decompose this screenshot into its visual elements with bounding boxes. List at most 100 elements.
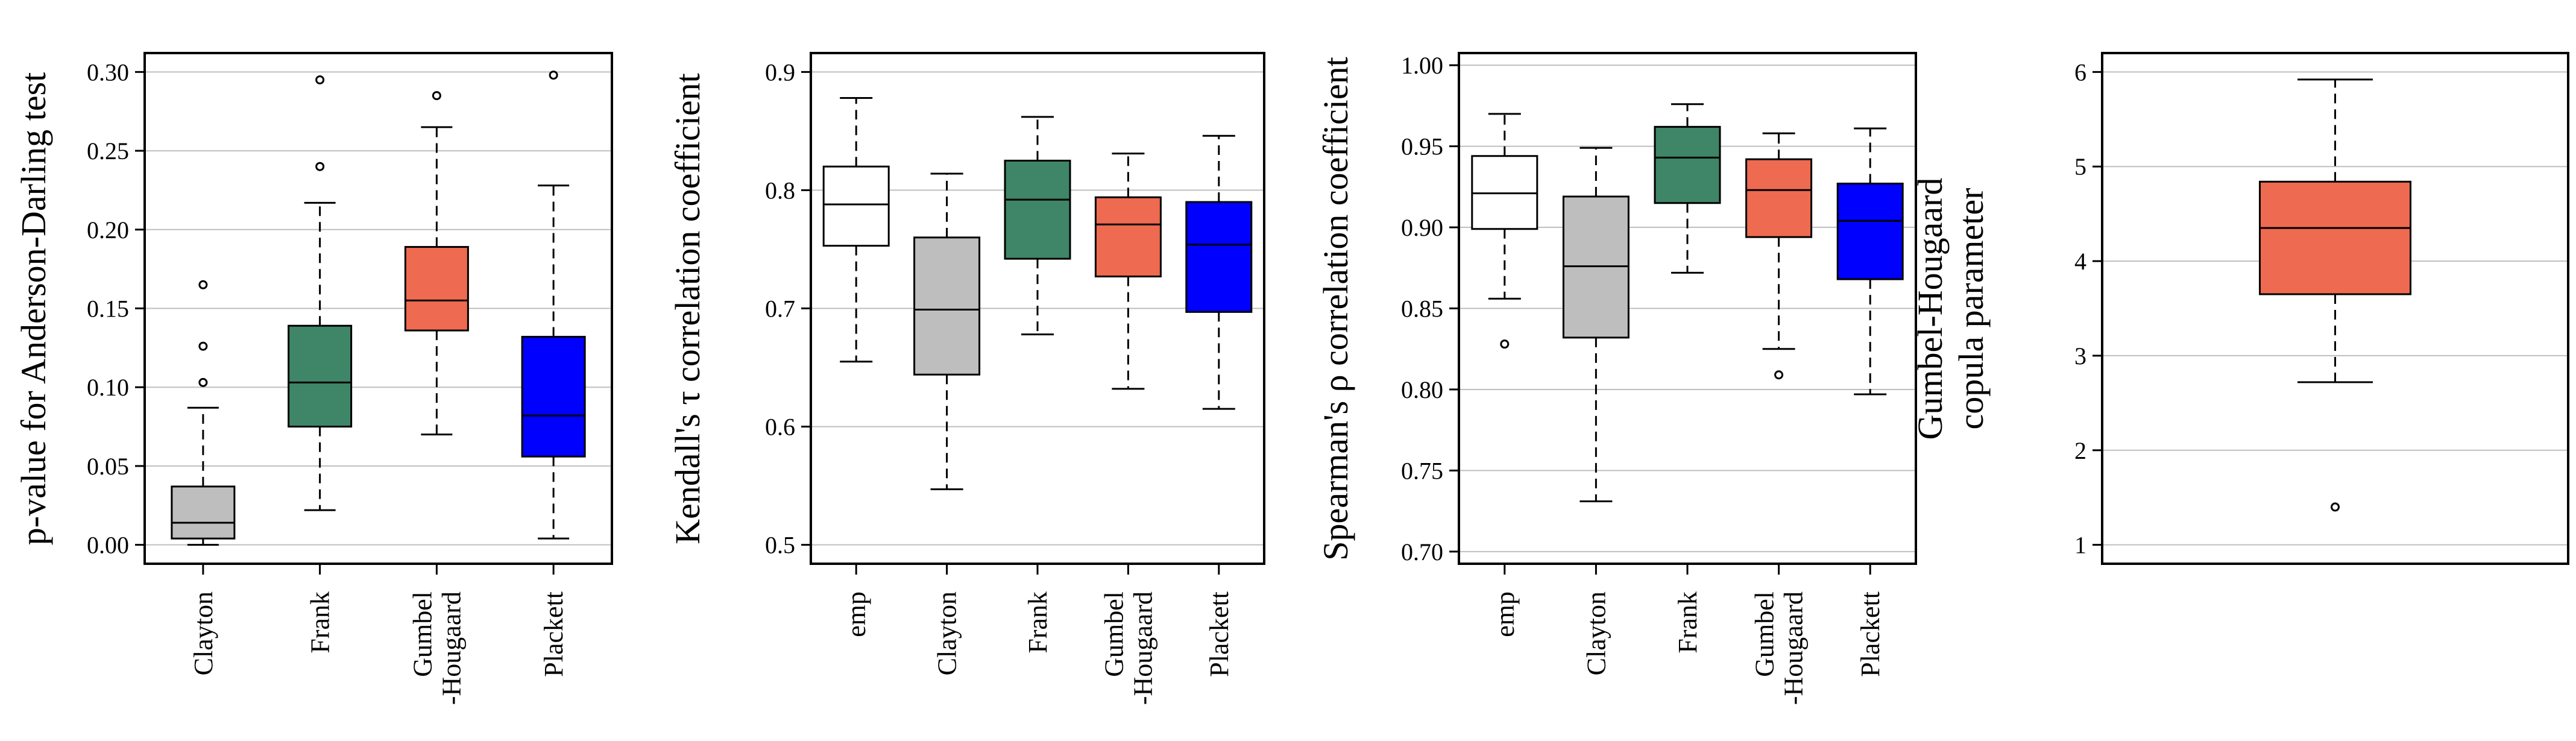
outlier-point — [198, 377, 208, 387]
y-axis-label-line: copula parameter — [1951, 188, 1991, 430]
ytick-label: 0.8 — [765, 177, 795, 204]
outlier-point — [1774, 370, 1784, 380]
xtick-label-gumbel-hougaard: Gumbel-Hougaard — [408, 591, 466, 705]
box-gumbel-hougaard — [1745, 132, 1813, 380]
y-axis-label: Gumbel-Hougaardcopula parameter — [1910, 178, 1991, 440]
box-plackett — [1185, 134, 1253, 410]
xtick-label-clayton: Clayton — [189, 591, 218, 675]
xtick-label-plackett: Plackett — [1856, 591, 1885, 677]
y-axis-label-line: p-value for Anderson-Darling test — [14, 72, 53, 545]
y-axis-label: p-value for Anderson-Darling test — [14, 72, 53, 545]
xtick-label-gumbel-hougaard: Gumbel-Hougaard — [1099, 591, 1157, 705]
xtick-label-line: emp — [842, 591, 871, 637]
ytick-label: 5 — [2074, 153, 2086, 180]
ytick-label: 3 — [2074, 342, 2086, 370]
iqr-box — [1185, 201, 1253, 313]
ytick-label: 0.5 — [765, 532, 795, 559]
plot-frame — [143, 52, 613, 565]
ytick-label: 0.30 — [87, 58, 129, 86]
plot-frame — [1458, 52, 1917, 565]
ytick-label: 0.00 — [87, 532, 129, 559]
xtick-label-frank: Frank — [1023, 591, 1053, 654]
xtick-label-line: Frank — [1023, 591, 1053, 654]
iqr-box — [404, 246, 469, 332]
xtick-label-line: Plackett — [1205, 591, 1234, 677]
ytick-label: 0.10 — [87, 374, 129, 401]
ytick-label: 0.9 — [765, 58, 795, 86]
iqr-box — [1836, 182, 1904, 280]
ytick-label: 4 — [2074, 248, 2086, 275]
xtick-label-line: Clayton — [933, 591, 962, 675]
xtick-label-clayton: Clayton — [933, 591, 962, 675]
iqr-box — [2259, 180, 2411, 295]
xtick-label-line: Frank — [306, 591, 335, 654]
outlier-point — [198, 341, 208, 351]
plot-frame — [2101, 52, 2569, 565]
box-plackett — [521, 71, 586, 540]
y-axis-label: Kendall's τ correlation coefficient — [668, 73, 707, 544]
xtick-label-line: -Hougaard — [1779, 591, 1809, 705]
y-axis-label-line: Spearman's ρ correlation coefficient — [1316, 57, 1355, 560]
panel-kendall-tau: 0.5 0.6 0.7 0.8 0.9 Kendall's τ correlation c… — [668, 52, 1265, 705]
iqr-box — [1094, 196, 1162, 278]
iqr-box — [521, 336, 586, 458]
ytick-label: 0.6 — [765, 414, 795, 441]
box-gumbel-hougaard — [404, 91, 469, 436]
iqr-box — [913, 236, 981, 376]
outlier-point — [315, 162, 325, 171]
xtick-label-line: Plackett — [539, 591, 568, 677]
outlier-point — [549, 71, 558, 80]
panel-gumbel-hougaard-parameter: 1 2 3 4 5 6 Gumbel-Hougaardcopula parameter — [1910, 52, 2569, 565]
xtick-label-line: -Hougaard — [436, 591, 466, 705]
outlier-point — [1500, 339, 1510, 349]
box-frank — [1654, 103, 1721, 274]
y-axis-label-line: Gumbel-Hougaard — [1910, 178, 1950, 440]
iqr-box — [1654, 125, 1721, 204]
ytick-label: 0.95 — [1401, 133, 1443, 160]
xtick-label-plackett: Plackett — [539, 591, 568, 677]
ytick-label: 0.85 — [1401, 295, 1443, 323]
xtick-label-line: Gumbel — [408, 591, 437, 677]
ytick-label: 0.25 — [87, 137, 129, 165]
box-series — [2259, 78, 2411, 512]
panel-anderson-darling-pvalue: 0.00 0.05 0.10 0.15 0.20 0.25 0.30 p-value for … — [14, 52, 613, 705]
iqr-box — [288, 324, 353, 428]
xtick-label-line: Clayton — [189, 591, 218, 675]
xtick-label-line: Plackett — [1856, 591, 1885, 677]
xtick-label-line: Gumbel — [1099, 591, 1129, 677]
outlier-point — [198, 280, 208, 289]
iqr-box — [1004, 159, 1071, 260]
iqr-box — [1745, 158, 1813, 238]
xtick-label-plackett: Plackett — [1205, 591, 1234, 677]
xtick-label-emp: emp — [842, 591, 871, 637]
outlier-point — [315, 75, 325, 84]
xtick-label-gumbel-hougaard: Gumbel-Hougaard — [1750, 591, 1809, 705]
box-clayton — [913, 172, 981, 490]
plot-frame — [810, 52, 1265, 565]
box-gumbel-hougaard — [1094, 153, 1162, 390]
y-axis-label-line: Kendall's τ correlation coefficient — [668, 73, 707, 544]
iqr-box — [822, 165, 890, 247]
box-emp — [822, 97, 890, 363]
xtick-label-line: -Hougaard — [1128, 591, 1157, 705]
xtick-label-line: emp — [1490, 591, 1520, 637]
ytick-label: 0.75 — [1401, 457, 1443, 484]
xtick-label-line: Clayton — [1581, 591, 1611, 675]
ytick-label: 0.15 — [87, 295, 129, 323]
y-axis-label: Spearman's ρ correlation coefficient — [1316, 57, 1355, 560]
outlier-point — [2331, 502, 2340, 512]
xtick-label-emp: emp — [1490, 591, 1520, 637]
xtick-label-line: Gumbel — [1750, 591, 1780, 677]
ytick-label: 0.20 — [87, 216, 129, 244]
xtick-label-frank: Frank — [1673, 591, 1702, 654]
xtick-label-frank: Frank — [306, 591, 335, 654]
ytick-label: 0.90 — [1401, 214, 1443, 241]
outlier-point — [432, 91, 441, 101]
ytick-label: 6 — [2074, 58, 2086, 86]
box-clayton — [1562, 147, 1630, 502]
box-clayton — [171, 280, 236, 546]
box-plackett — [1836, 127, 1904, 396]
panel-spearman-rho: 0.70 0.75 0.80 0.85 0.90 0.95 1.00 Spearman's ρ… — [1316, 52, 1917, 705]
ytick-label: 0.80 — [1401, 376, 1443, 403]
box-emp — [1471, 113, 1538, 349]
